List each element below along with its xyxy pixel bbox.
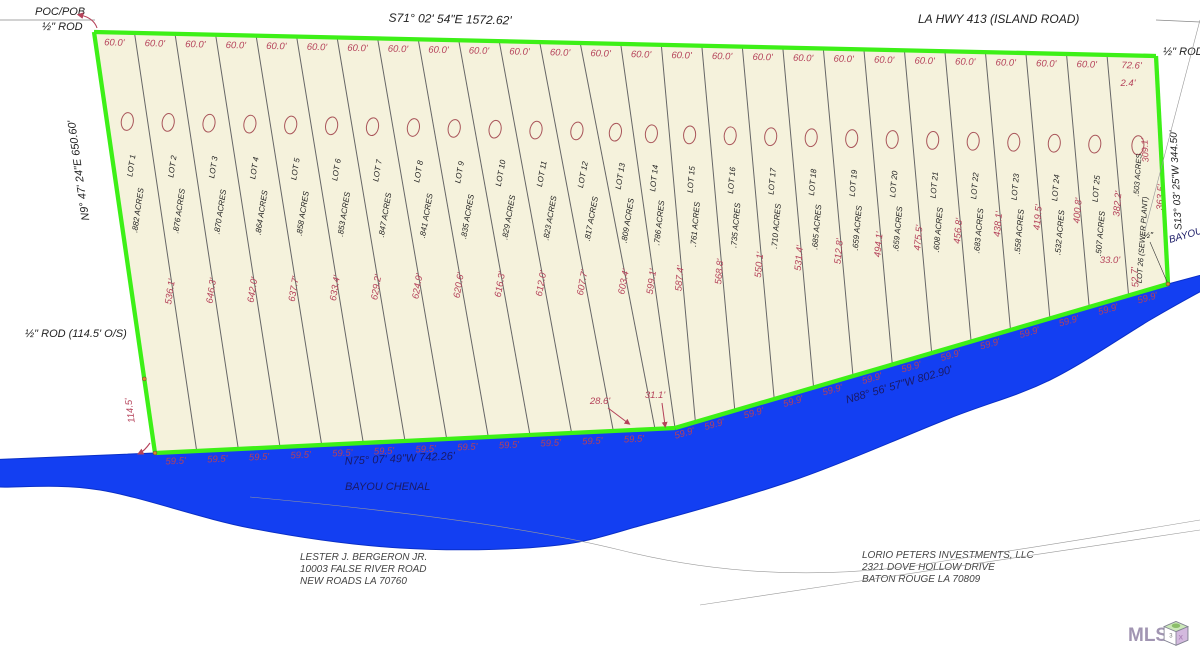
svg-text:59.5': 59.5' bbox=[624, 433, 646, 445]
svg-text:309.1': 309.1' bbox=[1139, 138, 1150, 163]
svg-text:60.0': 60.0' bbox=[914, 56, 936, 67]
svg-text:28.6': 28.6' bbox=[589, 396, 611, 407]
svg-text:60.0': 60.0' bbox=[752, 52, 774, 63]
svg-text:60.0': 60.0' bbox=[226, 40, 248, 51]
svg-text:60.0': 60.0' bbox=[793, 53, 815, 64]
svg-text:60.0': 60.0' bbox=[104, 37, 126, 48]
svg-text:60.0': 60.0' bbox=[955, 56, 977, 67]
svg-text:LA HWY 413 (ISLAND ROAD): LA HWY 413 (ISLAND ROAD) bbox=[918, 12, 1079, 26]
svg-text:52.7': 52.7' bbox=[1129, 266, 1141, 288]
svg-text:59.5': 59.5' bbox=[207, 453, 229, 465]
svg-text:½" ROD: ½" ROD bbox=[1163, 46, 1200, 58]
svg-text:60.0': 60.0' bbox=[347, 43, 369, 54]
svg-text:60.0': 60.0' bbox=[631, 49, 653, 60]
svg-text:2.4': 2.4' bbox=[1119, 78, 1136, 89]
svg-text:60.0': 60.0' bbox=[995, 57, 1017, 68]
svg-text:60.0': 60.0' bbox=[1076, 59, 1098, 70]
svg-text:59.5': 59.5' bbox=[249, 451, 271, 463]
svg-text:59.5': 59.5' bbox=[499, 439, 521, 451]
svg-text:POC/POB: POC/POB bbox=[35, 6, 85, 18]
svg-text:60.0': 60.0' bbox=[307, 42, 329, 53]
svg-text:60.0': 60.0' bbox=[874, 55, 896, 66]
svg-text:MLS: MLS bbox=[1128, 625, 1168, 646]
svg-text:½" ROD: ½" ROD bbox=[42, 21, 83, 33]
svg-text:X: X bbox=[1179, 634, 1184, 641]
svg-text:60.0': 60.0' bbox=[550, 47, 572, 58]
svg-text:60.0': 60.0' bbox=[671, 50, 693, 61]
svg-text:59.5': 59.5' bbox=[165, 455, 187, 467]
svg-text:60.0': 60.0' bbox=[833, 54, 855, 65]
svg-text:59.5': 59.5' bbox=[540, 437, 562, 449]
svg-text:LORIO PETERS INVESTMENTS, LLC: LORIO PETERS INVESTMENTS, LLC bbox=[862, 550, 1034, 561]
svg-text:60.0': 60.0' bbox=[428, 45, 450, 56]
svg-text:NEW ROADS LA 70760: NEW ROADS LA 70760 bbox=[300, 576, 407, 587]
svg-text:59.5': 59.5' bbox=[582, 435, 604, 447]
svg-text:BATON ROUGE LA 70809: BATON ROUGE LA 70809 bbox=[862, 574, 981, 585]
svg-text:LESTER J. BERGERON JR.: LESTER J. BERGERON JR. bbox=[300, 552, 427, 563]
svg-text:60.0': 60.0' bbox=[185, 39, 207, 50]
svg-text:½": ½" bbox=[1143, 230, 1154, 240]
svg-text:60.0': 60.0' bbox=[509, 46, 531, 57]
svg-text:59.5': 59.5' bbox=[290, 449, 312, 461]
svg-text:31.1': 31.1' bbox=[645, 390, 666, 401]
svg-text:33.0': 33.0' bbox=[1100, 255, 1121, 266]
svg-text:10003 FALSE RIVER ROAD: 10003 FALSE RIVER ROAD bbox=[300, 564, 427, 575]
svg-text:½" ROD (114.5' O/S): ½" ROD (114.5' O/S) bbox=[25, 328, 127, 340]
svg-text:60.0': 60.0' bbox=[590, 48, 612, 59]
svg-text:60.0': 60.0' bbox=[469, 45, 491, 56]
svg-text:72.6': 72.6' bbox=[1121, 60, 1143, 71]
svg-text:60.0': 60.0' bbox=[1036, 58, 1058, 69]
svg-text:60.0': 60.0' bbox=[145, 38, 167, 49]
svg-text:60.0': 60.0' bbox=[266, 41, 288, 52]
svg-text:60.0': 60.0' bbox=[712, 51, 734, 62]
svg-text:60.0': 60.0' bbox=[388, 44, 410, 55]
svg-text:S71° 02' 54"E 1572.62': S71° 02' 54"E 1572.62' bbox=[388, 11, 512, 28]
svg-text:59.5': 59.5' bbox=[457, 441, 479, 453]
svg-text:BAYOU CHENAL: BAYOU CHENAL bbox=[345, 481, 430, 493]
